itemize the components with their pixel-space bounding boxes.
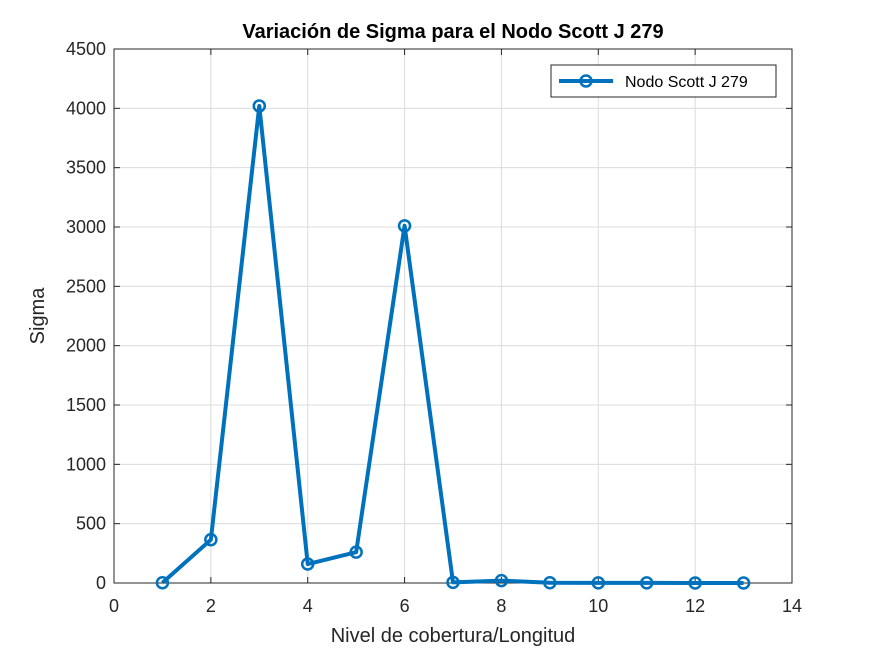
data-point-marker xyxy=(736,576,751,590)
plot-area-background xyxy=(114,49,792,583)
x-tick-label: 8 xyxy=(496,596,506,616)
data-point-marker xyxy=(446,575,460,590)
series-group xyxy=(155,99,751,590)
y-tick-label: 500 xyxy=(76,514,106,534)
data-point-marker xyxy=(639,576,654,590)
y-axis-label: Sigma xyxy=(27,287,49,345)
data-point-marker xyxy=(155,576,170,590)
x-tick-label: 2 xyxy=(206,596,216,616)
y-tick-label: 3500 xyxy=(66,158,106,178)
data-point-marker xyxy=(543,576,557,590)
y-tick-label: 4500 xyxy=(66,39,106,59)
x-tick-label: 0 xyxy=(109,596,119,616)
y-tick-label: 2000 xyxy=(66,336,106,356)
data-point-marker xyxy=(591,576,606,590)
y-tick-label: 1500 xyxy=(66,395,106,415)
y-tick-label: 1000 xyxy=(66,454,106,474)
data-point-marker xyxy=(688,576,702,590)
data-point-marker xyxy=(300,557,315,571)
x-tick-label: 14 xyxy=(782,596,802,616)
y-tick-label: 0 xyxy=(96,573,106,593)
data-point-marker xyxy=(494,573,509,588)
y-tick-label: 4000 xyxy=(66,98,106,118)
y-tick-label: 2500 xyxy=(66,276,106,296)
data-point-marker xyxy=(204,532,218,547)
x-tick-label: 10 xyxy=(588,596,608,616)
axis-ticks: 0 2 4 6 8 10 12 14 0 500 1000 1500 2000 2500 3000 3500 4… xyxy=(66,39,802,616)
legend-entry-label: Nodo Scott J 279 xyxy=(625,74,748,91)
data-point-marker xyxy=(349,545,363,559)
data-point-marker xyxy=(397,219,412,233)
series-line xyxy=(161,103,744,585)
x-tick-label: 4 xyxy=(303,596,313,616)
x-axis-label: Nivel de cobertura/Longitud xyxy=(331,625,576,647)
x-tick-label: 12 xyxy=(685,596,705,616)
grid-lines xyxy=(114,49,792,583)
data-point-marker xyxy=(252,99,267,113)
x-tick-label: 6 xyxy=(400,596,410,616)
legend: Nodo Scott J 279 xyxy=(550,64,777,98)
y-tick-label: 3000 xyxy=(66,217,106,237)
legend-marker-sample xyxy=(579,74,593,88)
chart-title: Variación de Sigma para el Nodo Scott J … xyxy=(242,21,663,43)
